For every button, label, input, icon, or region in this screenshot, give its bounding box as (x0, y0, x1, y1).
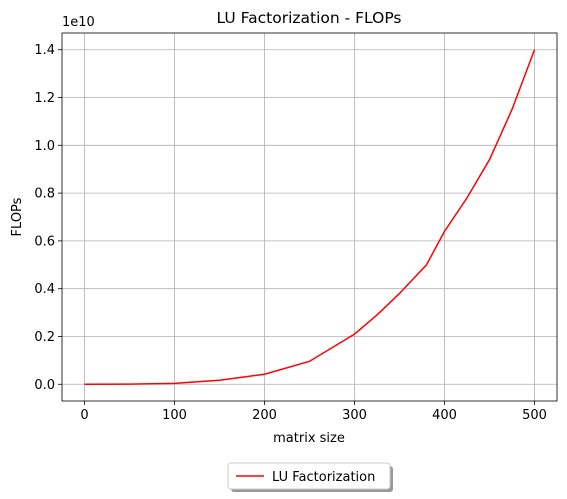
y-tick-label: 1.0 (34, 139, 55, 154)
x-tick-label: 400 (432, 408, 457, 423)
legend-label: LU Factorization (272, 470, 375, 485)
plot-frame (61, 32, 558, 402)
legend: LU Factorization (227, 462, 393, 492)
y-tick-label: 1.4 (34, 43, 55, 58)
y-tick-label: 0.8 (34, 187, 55, 202)
chart-title: LU Factorization - FLOPs (216, 9, 401, 27)
y-tick-label: 0.4 (34, 282, 55, 297)
x-tick-label: 0 (80, 408, 88, 423)
line-series (84, 49, 536, 386)
legend-box (227, 462, 391, 490)
y-tick-label: 1.2 (34, 91, 55, 106)
x-tick-label: 500 (522, 408, 547, 423)
x-tick-label: 300 (342, 408, 367, 423)
y-axis-label: FLOPs (10, 197, 25, 236)
offset-text: 1e10 (62, 15, 95, 30)
y-tick-label: 0.0 (34, 378, 55, 393)
y-tick-label: 0.2 (34, 330, 55, 345)
x-axis-label: matrix size (273, 431, 345, 446)
y-tick-label: 0.6 (34, 234, 55, 249)
x-tick-label: 200 (252, 408, 277, 423)
x-tick-label: 100 (162, 408, 187, 423)
